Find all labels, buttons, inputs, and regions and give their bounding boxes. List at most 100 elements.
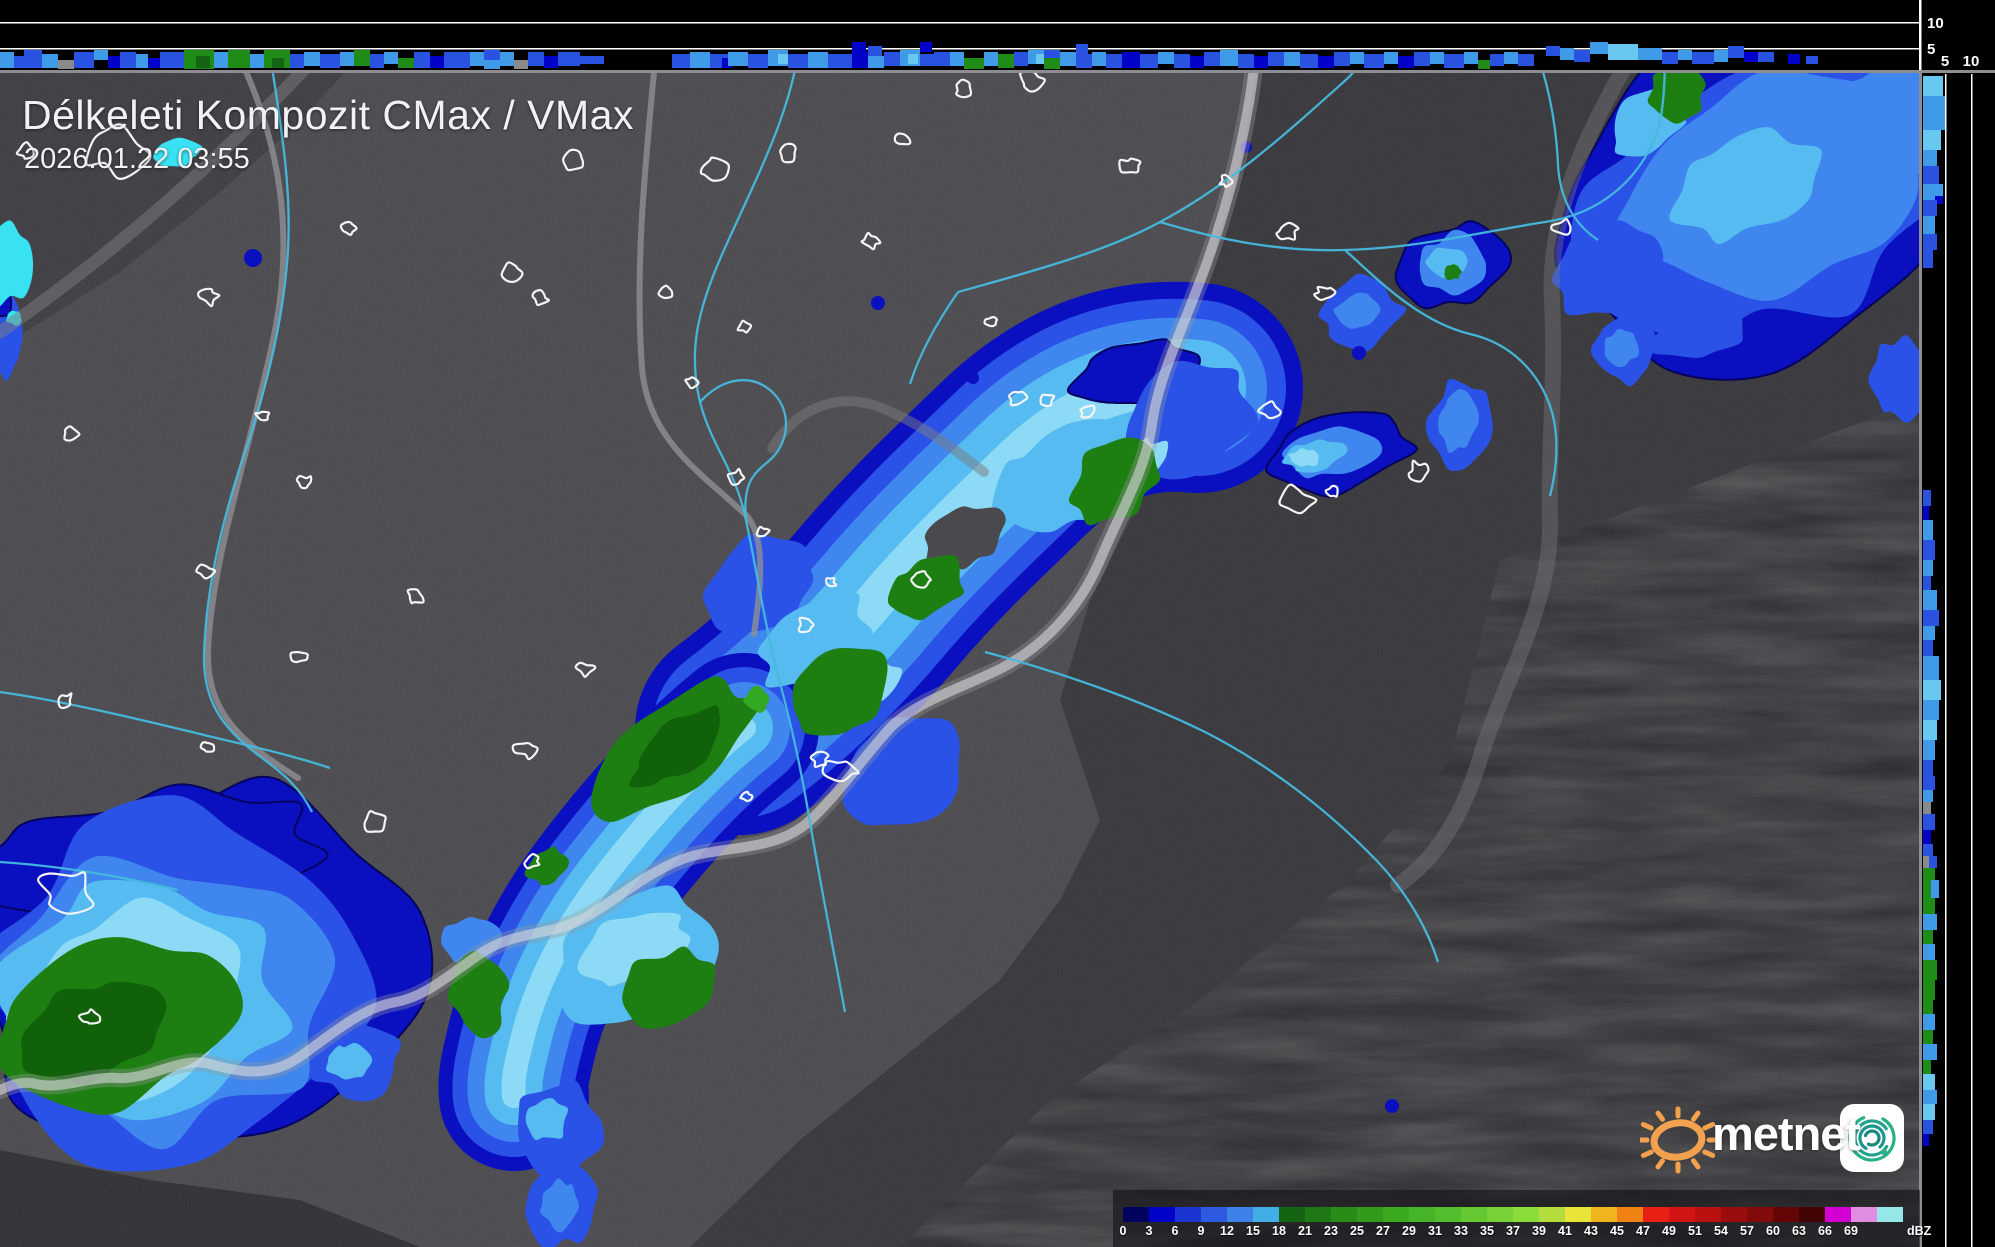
right-profile-echo: [1923, 1090, 1937, 1104]
top-profile-echo: [0, 52, 14, 68]
top-profile-echo: [558, 52, 580, 66]
scale-cell: [1253, 1207, 1279, 1222]
settlement-outline: [406, 588, 425, 605]
right-profile-gridline: [1971, 74, 1973, 1247]
right-profile-echo: [1923, 814, 1935, 830]
settlement-outline: [197, 287, 221, 308]
radar-echo-layer: [0, 72, 1919, 1247]
right-profile-echo: [1923, 506, 1929, 520]
right-profile-echo: [1923, 740, 1935, 760]
top-profile-echo: [1190, 56, 1204, 68]
scale-label: 57: [1740, 1224, 1754, 1238]
top-profile-echo: [884, 52, 900, 66]
top-profile-echo: [148, 58, 160, 68]
scale-cell: [1149, 1207, 1175, 1222]
right-profile-echo: [1923, 844, 1933, 856]
top-profile-echo: [1490, 54, 1504, 66]
top-profile-echo: [1430, 52, 1444, 64]
top-profile-echo: [950, 52, 964, 66]
top-profile-echo: [1350, 52, 1364, 64]
right-profile-echo: [1923, 590, 1937, 610]
right-profile-echo: [1923, 1014, 1935, 1030]
top-profile-echo: [1478, 60, 1490, 69]
top-profile-echo: [24, 50, 42, 68]
right-profile-echo: [1923, 560, 1933, 576]
scale-label: 43: [1584, 1224, 1598, 1238]
scale-cell: [1383, 1207, 1409, 1222]
right-profile-echo: [1923, 700, 1939, 720]
top-profile-echo: [1254, 56, 1268, 68]
scale-label: 45: [1610, 1224, 1624, 1238]
top-profile-echo: [748, 54, 768, 68]
settlement-outline-layer: [15, 72, 1572, 1025]
settlement-outline: [295, 474, 313, 490]
echo-cell: [1333, 292, 1381, 329]
right-profile-echo: [1923, 880, 1931, 898]
echo-dot: [1352, 346, 1366, 360]
right-profile-echo: [1923, 960, 1937, 980]
top-profile-echo: [1036, 54, 1046, 64]
right-profile-tick-10: 10: [1963, 53, 1980, 70]
settlement-outline: [809, 750, 830, 768]
river: [1541, 72, 1599, 241]
settlement-outline: [195, 563, 217, 580]
scale-cell: [1487, 1207, 1513, 1222]
top-profile-echo: [1678, 50, 1692, 60]
echo-cell: [743, 685, 770, 713]
corner-divider: [1919, 0, 1922, 70]
top-profile-echo: [1092, 52, 1106, 66]
top-profile-echo: [544, 56, 558, 68]
settlement-outline: [511, 741, 539, 761]
top-profile-echo: [1384, 52, 1398, 64]
right-profile-echo: [1923, 1030, 1933, 1044]
top-profile-echo: [120, 52, 136, 68]
right-profile-echo: [1923, 914, 1937, 930]
settlement-outline: [1407, 459, 1430, 483]
echo-cell: [540, 1178, 579, 1233]
top-profile-echo: [1788, 54, 1800, 64]
echo-cell: [1828, 72, 1919, 175]
settlement-outline: [574, 661, 597, 678]
top-profile-echo: [1044, 50, 1060, 58]
top-profile-echo: [108, 56, 120, 68]
logo-graphics: [1635, 1104, 1904, 1174]
top-profile-echo: [214, 52, 228, 68]
settlement-outline: [339, 220, 358, 236]
right-profile-echo: [1923, 944, 1935, 960]
top-profile-echo: [94, 50, 108, 60]
top-profile-echo: [722, 58, 732, 68]
top-profile-echo: [42, 54, 58, 68]
top-profile-echo: [1608, 44, 1638, 60]
echo-cell: [447, 950, 510, 1039]
settlement-outline: [1019, 72, 1046, 93]
scale-cell: [1851, 1207, 1877, 1222]
river: [0, 860, 179, 892]
right-profile-gridline: [1945, 74, 1947, 1247]
right-profile-echo: [1923, 96, 1945, 130]
top-profile-echo: [1574, 50, 1590, 62]
top-profile-echo: [1398, 56, 1414, 68]
settlement-outline: [893, 132, 912, 146]
sun-ray: [1655, 1158, 1665, 1170]
sun-ring: [1650, 1119, 1706, 1161]
top-profile-echo: [528, 52, 544, 66]
top-profile-echo: [828, 54, 852, 68]
settlement-outline: [1079, 404, 1096, 419]
top-profile-echo: [778, 54, 790, 64]
top-profile-echo: [852, 52, 868, 68]
settlement-outline: [363, 809, 387, 833]
right-profile-echo: [1923, 898, 1935, 914]
right-profile-echo: [1923, 1044, 1937, 1060]
scale-cell: [1331, 1207, 1357, 1222]
echo-dot: [967, 372, 979, 384]
settlement-outline: [289, 650, 309, 664]
echo-cell: [1552, 219, 1664, 316]
top-profile-echo: [1364, 54, 1384, 68]
settlement-outline: [37, 871, 95, 915]
top-profile-echo: [1504, 52, 1518, 64]
scale-label: 37: [1506, 1224, 1520, 1238]
page-title: Délkeleti Kompozit CMax / VMax: [22, 92, 634, 138]
top-profile-echo: [370, 54, 384, 68]
scale-cell: [1799, 1207, 1825, 1222]
